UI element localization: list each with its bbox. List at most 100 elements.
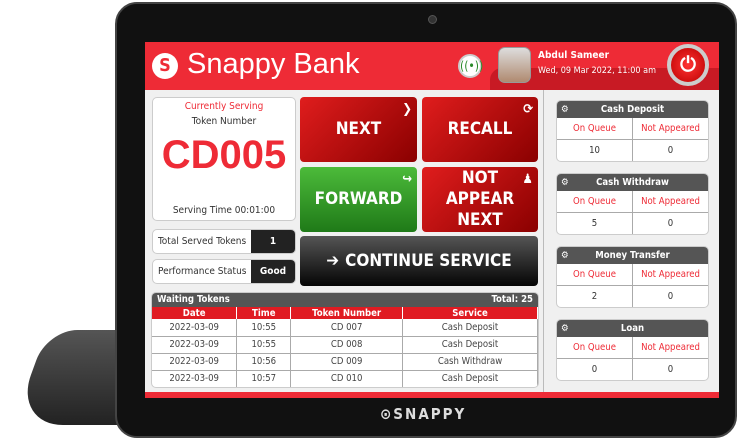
table-cell: Cash Deposit [402,319,538,337]
table-title: Waiting Tokens [157,294,230,305]
gear-icon[interactable]: ⚙ [561,250,569,261]
service-card: ⚙ Loan On Queue Not Appeared 0 0 [556,319,709,381]
service-name: Loan [620,323,645,334]
service-header: ⚙ Loan [557,320,708,337]
services-panel: ⚙ Cash Deposit On Queue Not Appeared 10 0 ⚙ C… [543,90,719,398]
recall-button[interactable]: ⟳ RECALL [422,97,538,162]
forward-button[interactable]: ↪ FORWARD [300,167,417,232]
bank-logo-icon: S [152,53,178,79]
gear-icon[interactable]: ⚙ [561,104,569,115]
service-card: ⚙ Cash Deposit On Queue Not Appeared 10 0 [556,100,709,162]
column-header: Token Number [290,307,404,319]
gear-icon[interactable]: ⚙ [561,323,569,334]
header: S Snappy Bank ((•)) Abdul Sameer Wed, 09… [145,42,719,90]
button-label: CONTINUE SERVICE [345,250,512,271]
table-cell: 2022-03-09 [152,370,238,387]
not-appear-next-button[interactable]: ♟ NOT APPEAR NEXT [422,167,538,232]
table-cell: 2022-03-09 [152,336,238,354]
on-queue-label: On Queue [557,118,633,140]
table-cell: CD 010 [290,370,404,387]
not-appeared-count: 0 [667,364,674,375]
token-number-label: Token Number [191,116,257,127]
table-row[interactable]: 2022-03-09 10:57 CD 010 Cash Deposit [152,370,538,387]
next-button[interactable]: ❯ NEXT [300,97,417,162]
not-appeared-label: Not Appeared [633,191,708,213]
table-row[interactable]: 2022-03-09 10:56 CD 009 Cash Withdraw [152,353,538,371]
user-name: Abdul Sameer [538,50,610,61]
table-cell: CD 008 [290,336,404,354]
stat-label: Total Served Tokens [158,236,247,247]
service-header: ⚙ Cash Deposit [557,101,708,118]
serving-label: Currently Serving [184,101,264,112]
waiting-tokens-header: Waiting Tokens Total: 25 [152,293,538,307]
button-label: FORWARD [314,189,403,209]
on-queue-count: 2 [557,286,633,307]
on-queue-count: 5 [557,213,633,234]
table-cell: 2022-03-09 [152,319,238,337]
screen: S Snappy Bank ((•)) Abdul Sameer Wed, 09… [145,42,719,398]
table-cell: 10:57 [236,370,292,387]
on-queue-label: On Queue [557,264,633,286]
column-header: Date [152,307,238,319]
not-appeared-label: Not Appeared [633,264,708,286]
bottom-accent-bar [145,392,719,398]
button-label: NOT APPEAR NEXT [445,168,515,230]
not-appeared-count: 0 [667,218,674,229]
stat-label: Performance Status [158,266,247,277]
table-row[interactable]: 2022-03-09 10:55 CD 008 Cash Deposit [152,336,538,354]
connection-status-icon[interactable]: ((•)) [458,54,483,78]
gear-icon[interactable]: ⚙ [561,177,569,188]
power-button[interactable]: ⏻ [667,44,709,86]
datetime: Wed, 09 Mar 2022, 11:00 am [538,66,656,76]
table-cell: 10:55 [236,319,292,337]
table-cell: Cash Deposit [402,370,538,387]
header-user-band [490,68,719,90]
table-cell: CD 007 [290,319,404,337]
table-cell: 10:56 [236,353,292,371]
currently-serving-card: Currently Serving Token Number CD005 Ser… [152,97,296,221]
not-appeared-label: Not Appeared [633,337,708,359]
continue-service-button[interactable]: ➔ CONTINUE SERVICE [300,236,538,286]
brand-title: Snappy Bank [187,48,360,80]
performance-status: Performance Status Good [152,259,296,284]
table-cell: 2022-03-09 [152,353,238,371]
waiting-tokens-table: Waiting Tokens Total: 25 Date Time Token… [151,292,539,388]
not-appeared-count: 0 [667,291,674,302]
service-header: ⚙ Money Transfer [557,247,708,264]
power-icon: ⏻ [680,52,696,76]
table-cell: Cash Deposit [402,336,538,354]
camera [428,15,437,24]
recall-icon: ⟳ [523,102,533,117]
column-header: Time [236,307,292,319]
service-card: ⚙ Cash Withdraw On Queue Not Appeared 5 0 [556,173,709,235]
service-name: Money Transfer [595,250,670,261]
service-header: ⚙ Cash Withdraw [557,174,708,191]
service-name: Cash Withdraw [596,177,669,188]
total-served-tokens: Total Served Tokens 1 [152,229,296,254]
column-header: Service [402,307,538,319]
button-label: NEXT [335,119,382,139]
current-token: CD005 [161,133,287,177]
person-icon: ♟ [522,172,534,187]
stat-value: Good [251,260,295,283]
table-cell: Cash Withdraw [402,353,538,371]
on-queue-count: 10 [557,140,633,161]
service-name: Cash Deposit [600,104,665,115]
chevron-right-icon: ❯ [402,102,412,117]
table-row[interactable]: 2022-03-09 10:55 CD 007 Cash Deposit [152,319,538,337]
service-card: ⚙ Money Transfer On Queue Not Appeared 2 0 [556,246,709,308]
serving-time: Serving Time 00:01:00 [172,205,276,216]
arrow-right-icon: ➔ [326,250,340,271]
avatar [498,47,531,83]
button-label: RECALL [447,119,513,139]
table-cell: CD 009 [290,353,404,371]
on-queue-count: 0 [557,359,633,380]
on-queue-label: On Queue [557,337,633,359]
waiting-total: Total: 25 [491,294,533,305]
forward-arrow-icon: ↪ [402,172,412,187]
table-cell: 10:55 [236,336,292,354]
not-appeared-label: Not Appeared [633,118,708,140]
stat-value: 1 [251,230,295,253]
not-appeared-count: 0 [667,145,674,156]
on-queue-label: On Queue [557,191,633,213]
